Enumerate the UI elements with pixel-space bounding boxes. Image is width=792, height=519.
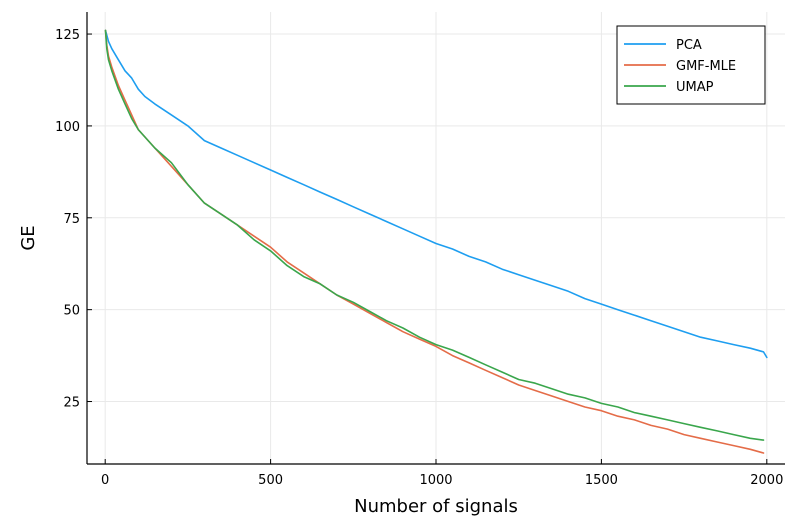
y-tick-label: 125	[55, 28, 80, 43]
x-axis-title: Number of signals	[354, 496, 518, 517]
legend-label-umap: UMAP	[676, 80, 714, 95]
y-tick-label: 100	[55, 120, 80, 135]
legend-label-pca: PCA	[676, 38, 702, 53]
y-tick-label: 50	[63, 304, 80, 319]
y-tick-label: 25	[63, 396, 80, 411]
ticks: 0 500 1000 1500 2000 25 50 75 100 125	[55, 28, 783, 488]
x-tick-label: 2000	[750, 473, 783, 488]
legend-label-gmf-mle: GMF-MLE	[676, 59, 736, 74]
x-tick-label: 500	[258, 473, 283, 488]
y-tick-label: 75	[63, 212, 80, 227]
series-line-umap	[104, 29, 765, 441]
series-lines	[104, 29, 768, 454]
x-tick-label: 0	[101, 473, 109, 488]
legend: PCA GMF-MLE UMAP	[616, 25, 766, 105]
series-line-pca	[104, 29, 768, 359]
x-tick-label: 1000	[419, 473, 452, 488]
x-tick-label: 1500	[585, 473, 618, 488]
y-axis-title: GE	[18, 225, 39, 250]
